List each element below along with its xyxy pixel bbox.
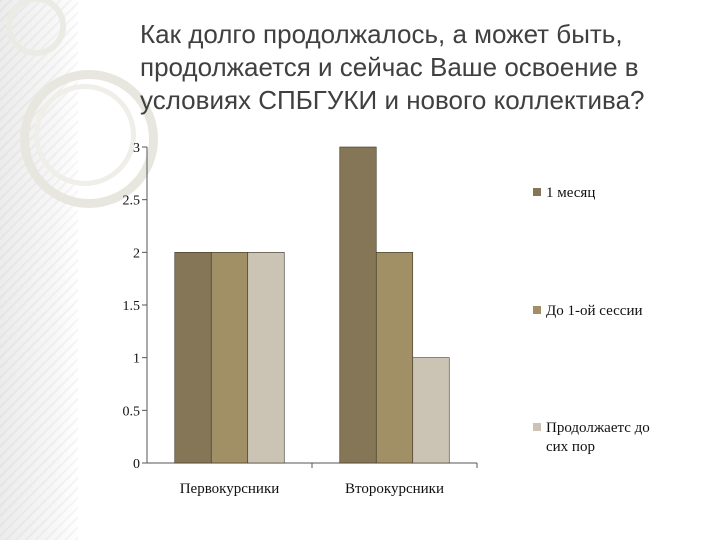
y-tick-label: 0 [133,457,140,472]
decorative-ring-inner [34,84,136,186]
legend-swatch [533,188,541,196]
bar [210,252,249,464]
bar [375,252,414,464]
bar [339,146,377,464]
y-tick-label: 2.5 [123,194,141,209]
legend-label: Продолжаетс до сих пор [546,420,650,455]
legend-label: 1 месяц [546,185,595,201]
y-tick-label: 1 [133,352,140,367]
y-tick-label: 0.5 [123,404,141,419]
legend-swatch [533,423,541,431]
y-tick-label: 3 [133,141,140,156]
slide-title: Как долго продолжалось, а может быть, пр… [140,19,645,115]
x-category-label: Первокурсники [180,481,280,497]
decorative-ring-top [6,0,66,56]
bar [174,252,212,464]
y-tick-label: 2 [133,246,140,261]
legend-label: До 1-ой сессии [546,303,643,319]
y-tick-label: 1.5 [123,299,141,314]
x-category-label: Второкурсники [345,481,444,497]
bar [412,357,450,464]
decorative-ring-outer [20,70,158,208]
legend-swatch [533,306,541,314]
bar [247,252,285,464]
